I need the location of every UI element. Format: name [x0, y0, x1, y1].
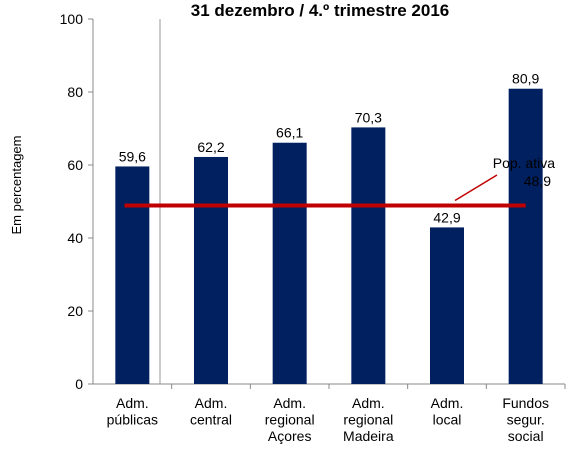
bar	[351, 127, 386, 384]
chart-title: 31 dezembro / 4.º trimestre 2016	[191, 1, 450, 20]
x-tick-label: regional	[265, 412, 315, 428]
value-label: 70,3	[355, 109, 382, 125]
y-tick-label: 60	[67, 157, 83, 173]
x-tick-label: segur.	[507, 412, 545, 428]
annotation-value: 48,9	[524, 173, 551, 189]
annotation-label: Pop. ativa	[493, 155, 555, 171]
x-tick-label: regional	[343, 412, 393, 428]
x-tick-label: Adm.	[116, 395, 149, 411]
bar	[430, 227, 464, 384]
y-tick-label: 100	[60, 11, 84, 27]
value-label: 80,9	[512, 71, 539, 87]
x-tick-label: Açores	[268, 428, 312, 444]
x-tick-label: Adm.	[352, 395, 385, 411]
value-label: 42,9	[433, 209, 460, 225]
value-label: 59,6	[119, 148, 146, 164]
x-tick-label: local	[433, 412, 462, 428]
x-tick-label: Adm.	[431, 395, 464, 411]
value-label: 62,2	[197, 139, 224, 155]
x-tick-label: Fundos	[502, 395, 549, 411]
x-tick-label: Adm.	[195, 395, 228, 411]
y-axis-label: Em percentagem	[9, 136, 24, 235]
y-tick-label: 20	[67, 303, 83, 319]
x-tick-label: social	[508, 428, 544, 444]
y-tick-label: 40	[67, 230, 83, 246]
bar	[194, 156, 228, 384]
x-tick-label: públicas	[107, 412, 158, 428]
y-tick-label: 0	[75, 376, 83, 392]
annotation-pointer	[454, 174, 498, 202]
bar	[508, 88, 543, 384]
x-tick-label: central	[190, 412, 232, 428]
x-tick-label: Adm.	[273, 395, 306, 411]
bar	[115, 166, 150, 384]
value-label: 66,1	[276, 125, 303, 141]
y-tick-label: 80	[67, 84, 83, 100]
x-tick-label: Madeira	[343, 428, 394, 444]
bar	[272, 142, 307, 384]
